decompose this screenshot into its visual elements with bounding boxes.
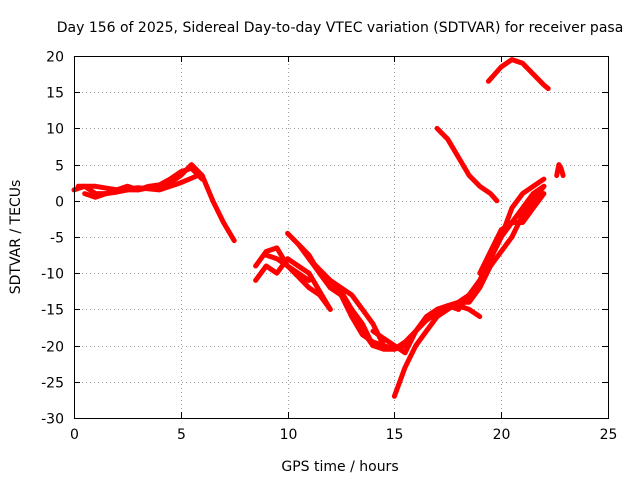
y-tick-label: -15 [41, 303, 64, 319]
grid [74, 56, 608, 418]
series-arc-14 [402, 183, 547, 349]
data-series [71, 57, 566, 399]
x-axis-label: GPS time / hours [281, 459, 398, 475]
y-tick-label: 20 [46, 50, 64, 66]
series-arc-1 [71, 162, 237, 244]
x-tick-label: 25 [600, 427, 618, 443]
x-tick-label: 10 [280, 427, 298, 443]
series-arc-9 [306, 256, 387, 349]
series-arc-19 [485, 57, 551, 92]
series-arc-10 [327, 277, 419, 352]
y-tick-label: -10 [41, 267, 64, 283]
series-arc-16 [456, 176, 547, 312]
series-arc-6 [263, 252, 333, 312]
x-tick-label: 0 [70, 427, 79, 443]
x-tick-label: 20 [493, 427, 511, 443]
y-tick-label: -25 [41, 376, 64, 392]
x-tick-label: 5 [177, 427, 186, 443]
y-tick-label: -30 [41, 412, 64, 428]
axis-ticks: 0 5 10 15 20 25 -30 -25 -20 -15 -10 -5 0 5 10 15 20 [41, 50, 617, 444]
y-tick-label: 0 [55, 195, 64, 211]
y-tick-label: -5 [50, 231, 64, 247]
series-arc-17 [477, 191, 547, 276]
y-tick-label: 10 [46, 122, 64, 138]
series-arc-3 [75, 173, 201, 193]
y-axis-label: SDTVAR / TECUs [8, 180, 24, 295]
y-tick-label: 5 [55, 159, 64, 175]
x-tick-label: 15 [386, 427, 404, 443]
series-arc-5 [253, 256, 333, 312]
y-tick-label: 15 [46, 86, 64, 102]
series-arc-18 [434, 125, 500, 204]
series-arc-20 [554, 162, 566, 178]
chart-title: Day 156 of 2025, Sidereal Day-to-day VTE… [57, 20, 624, 36]
y-tick-label: -20 [41, 340, 64, 356]
